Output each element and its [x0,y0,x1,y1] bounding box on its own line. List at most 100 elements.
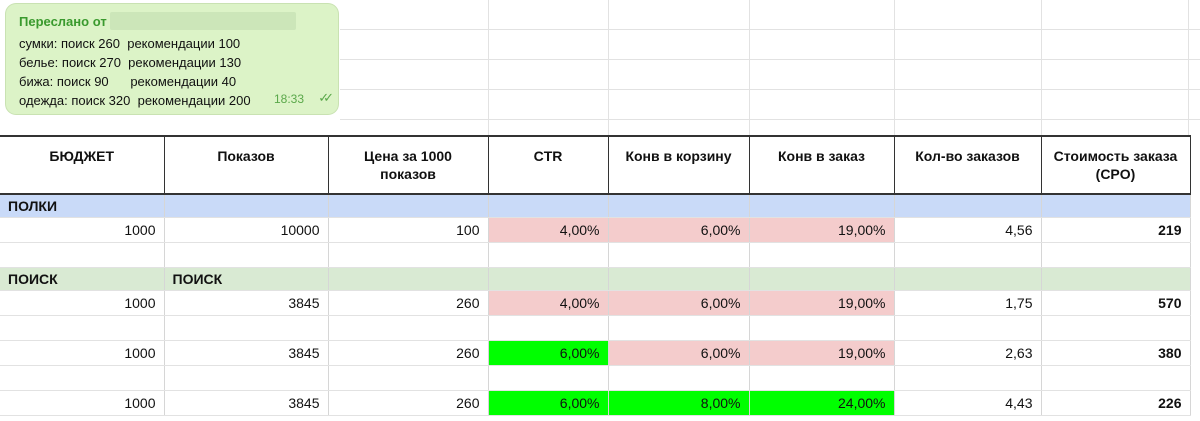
table-cell[interactable] [488,242,609,268]
table-cell[interactable] [488,267,609,291]
table-cell[interactable]: 4,56 [894,217,1042,243]
table-cell[interactable] [1041,242,1191,268]
table-cell[interactable]: 6,00% [608,290,750,316]
table-cell[interactable] [749,242,895,268]
table-cell[interactable]: 2,63 [894,340,1042,366]
table-row: 1000 3845 260 4,00% 6,00% 19,00% 1,75 57… [0,290,1191,316]
table-cell[interactable] [894,365,1042,391]
table-cell[interactable] [894,267,1042,291]
message-line: сумки: поиск 260 рекомендации 100 [19,36,241,51]
table-cell[interactable]: 24,00% [749,390,895,416]
table-cell[interactable]: 260 [328,340,489,366]
table-cell[interactable]: 6,00% [608,340,750,366]
table-cell[interactable] [164,365,329,391]
table-cell[interactable] [164,315,329,341]
table-cell[interactable] [894,242,1042,268]
section-row-polki: ПОЛКИ [0,194,1191,218]
table-cell[interactable] [328,365,489,391]
table-cell[interactable]: 19,00% [749,290,895,316]
header-cell[interactable]: Показов [164,135,329,195]
table-cell[interactable] [749,315,895,341]
header-cell[interactable]: Кол-во заказов [894,135,1042,195]
empty-row [0,365,1191,391]
header-cell[interactable]: CTR [488,135,609,195]
budget-table: БЮДЖЕТ Показов Цена за 1000 показов CTR … [0,135,1191,416]
table-cell[interactable] [1041,315,1191,341]
table-cell[interactable] [0,242,165,268]
table-cell[interactable] [1041,267,1191,291]
forwarded-label: Переслано от [19,14,107,29]
header-cell[interactable]: Конв в корзину [608,135,750,195]
header-cell[interactable]: Цена за 1000 показов [328,135,489,195]
table-cell[interactable] [164,242,329,268]
table-cell[interactable]: 4,00% [488,217,609,243]
table-cell[interactable] [328,315,489,341]
table-cell[interactable] [894,315,1042,341]
table-cell[interactable] [608,242,750,268]
table-cell[interactable]: 1000 [0,390,165,416]
table-cell[interactable]: 6,00% [488,390,609,416]
table-cell[interactable]: 19,00% [749,340,895,366]
table-cell[interactable]: 4,00% [488,290,609,316]
empty-row [0,315,1191,341]
forwarded-sender-redacted [110,12,296,30]
section-label[interactable]: ПОЛКИ [0,194,165,218]
table-cell[interactable] [0,315,165,341]
table-cell[interactable] [608,365,750,391]
message-line: одежда: поиск 320 рекомендации 200 [19,93,251,108]
table-cell[interactable]: 260 [328,290,489,316]
table-cell[interactable]: 3845 [164,390,329,416]
table-cell[interactable]: 10000 [164,217,329,243]
table-cell[interactable]: 6,00% [608,217,750,243]
message-line: бижа: поиск 90 рекомендации 40 [19,74,237,89]
table-cell[interactable]: 219 [1041,217,1191,243]
table-cell[interactable] [488,194,609,218]
table-cell[interactable] [488,365,609,391]
table-cell[interactable]: 19,00% [749,217,895,243]
header-cell[interactable]: Конв в заказ [749,135,895,195]
table-cell[interactable]: 380 [1041,340,1191,366]
table-cell[interactable] [749,267,895,291]
table-cell[interactable] [608,315,750,341]
table-cell[interactable] [894,194,1042,218]
table-cell[interactable]: 1000 [0,290,165,316]
header-cell[interactable]: БЮДЖЕТ [0,135,165,195]
table-cell[interactable] [328,242,489,268]
section-label[interactable]: ПОИСК [0,267,165,291]
table-cell[interactable] [749,365,895,391]
table-cell[interactable]: 1000 [0,217,165,243]
table-row: 1000 3845 260 6,00% 8,00% 24,00% 4,43 22… [0,390,1191,416]
table-cell[interactable] [1041,365,1191,391]
table-cell[interactable] [608,267,750,291]
table-cell[interactable]: 3845 [164,290,329,316]
message-time: 18:33 [273,92,304,106]
table-cell[interactable]: 8,00% [608,390,750,416]
table-cell[interactable] [0,365,165,391]
table-cell[interactable]: 6,00% [488,340,609,366]
header-cell[interactable]: Стоимость заказа (CPO) [1041,135,1191,195]
read-checkmarks-icon: ✓✓ [318,90,334,105]
table-cell[interactable]: 4,43 [894,390,1042,416]
section-row-poisk: ПОИСК ПОИСК [0,267,1191,291]
table-cell[interactable]: 1000 [0,340,165,366]
table-cell[interactable] [749,194,895,218]
table-cell[interactable] [164,194,329,218]
table-cell[interactable]: 1,75 [894,290,1042,316]
table-cell[interactable]: 3845 [164,340,329,366]
table-cell[interactable] [328,267,489,291]
table-cell[interactable] [608,194,750,218]
table-cell[interactable] [1041,194,1191,218]
table-cell[interactable]: 260 [328,390,489,416]
table-cell[interactable] [488,315,609,341]
table-cell[interactable]: 100 [328,217,489,243]
empty-row [0,242,1191,268]
spreadsheet: БЮДЖЕТ Показов Цена за 1000 показов CTR … [0,135,1200,421]
forwarded-message-bubble[interactable]: Переслано от сумки: поиск 260 рекомендац… [6,4,338,114]
table-cell[interactable]: 226 [1041,390,1191,416]
table-header-row: БЮДЖЕТ Показов Цена за 1000 показов CTR … [0,135,1191,195]
table-cell[interactable]: 570 [1041,290,1191,316]
section-label[interactable]: ПОИСК [164,267,329,291]
background-grid [0,0,1200,135]
table-row: 1000 3845 260 6,00% 6,00% 19,00% 2,63 38… [0,340,1191,366]
table-cell[interactable] [328,194,489,218]
